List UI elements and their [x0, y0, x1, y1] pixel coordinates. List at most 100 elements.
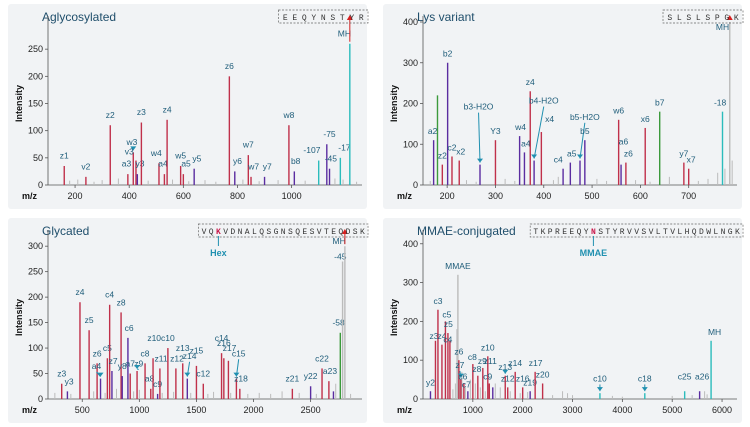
x-tick-label: 600 — [176, 191, 191, 201]
sequence-residue: E — [292, 14, 297, 23]
peak-label: c9 — [153, 379, 162, 389]
x-tick-label: 200 — [68, 191, 83, 201]
sequence-residue: L — [677, 14, 682, 23]
up-arrow-icon — [726, 15, 733, 20]
peak-label: w8 — [282, 110, 294, 120]
sequence-residue: Q — [302, 14, 307, 23]
x-tick-label: 5000 — [662, 405, 682, 415]
sequence-residue: V — [634, 228, 639, 237]
chart-title: Lys variant — [417, 10, 475, 24]
peak-label: -75 — [323, 129, 336, 139]
peak-label: z18 — [234, 374, 248, 384]
sequence-residue: G — [274, 228, 279, 237]
peak-label: -107 — [303, 145, 320, 155]
sequence-residue: S — [330, 14, 335, 23]
y-tick-label: 200 — [403, 316, 418, 326]
sequence-residue: N — [591, 228, 596, 237]
peak-label: z14 — [183, 351, 197, 361]
peak-label: a4 — [158, 159, 168, 169]
panel-background — [8, 4, 367, 209]
y-tick-label: 250 — [28, 267, 43, 277]
arrow-head-icon — [233, 372, 240, 377]
peak-label: c4 — [554, 155, 563, 165]
peak-label: z3 — [137, 107, 146, 117]
peak-label: z19 — [523, 377, 537, 387]
peak-label: c7 — [462, 379, 471, 389]
peak-label: -17 — [338, 142, 351, 152]
spectrum-panel-aglycosylated: Aglycosylated Intensity m/z 0 50 100 150 200 250… — [0, 0, 375, 213]
sequence-residue: L — [713, 228, 718, 237]
x-axis-label: m/z — [22, 405, 38, 415]
y-tick-label: 0 — [38, 394, 43, 404]
sequence-frame — [662, 9, 744, 24]
arrow-head-icon — [134, 364, 141, 369]
peak-label: -45 — [325, 153, 338, 163]
x-tick-label: 1500 — [186, 405, 206, 415]
spectrum-panel-glycated: Glycated Intensity m/z 0 50 100 150 200 250 300 50… — [0, 214, 375, 427]
sequence-residue: D — [230, 228, 235, 237]
peak-label: z5 — [444, 319, 453, 329]
sequence-residue: S — [705, 14, 710, 23]
peak-label: z4 — [437, 331, 446, 341]
y-tick-label: 250 — [28, 44, 43, 54]
peak-label: c5 — [103, 343, 112, 353]
peak-label: a26 — [695, 372, 709, 382]
sequence-residue: D — [346, 228, 351, 237]
y-tick-label: 0 — [413, 180, 418, 190]
peak-label: w7 — [247, 161, 259, 171]
peak-label: z7 — [455, 360, 464, 370]
sequence-residue: K — [734, 14, 739, 23]
chart-title: Aglycosylated — [42, 10, 116, 24]
x-tick-label: 6000 — [712, 405, 732, 415]
peak-label: w4 — [150, 148, 162, 158]
x-tick-label: 700 — [681, 191, 696, 201]
peak-label: c10 — [593, 373, 607, 383]
peak-label: z14 — [508, 358, 522, 368]
y-tick-label: 0 — [413, 394, 418, 404]
sequence-residue: S — [686, 14, 691, 23]
x-axis-label: m/z — [397, 191, 413, 201]
peak-label: a23 — [323, 366, 337, 376]
sequence-residue: Y — [349, 14, 354, 23]
sequence-residue: S — [353, 228, 358, 237]
y-tick-label: 300 — [28, 241, 43, 251]
y-tick-label: 200 — [403, 99, 418, 109]
peak-label: z17 — [223, 343, 237, 353]
sequence-residue: K — [216, 228, 221, 237]
x-tick-label: 500 — [585, 191, 600, 201]
y-tick-label: 100 — [28, 343, 43, 353]
arrow-head-icon — [457, 373, 464, 378]
arrow-head-icon — [531, 154, 538, 159]
x-tick-label: 500 — [75, 405, 90, 415]
y-axis-label: Intensity — [389, 299, 399, 336]
x-tick-label: 2000 — [513, 405, 533, 415]
y-tick-label: 100 — [403, 139, 418, 149]
peak-arrow — [579, 122, 586, 159]
sequence-residue: K — [541, 228, 546, 237]
peak-label: c14 — [215, 333, 229, 343]
sequence-residue: L — [656, 228, 661, 237]
peak-label: x2 — [456, 146, 465, 156]
peak-label: z6 — [93, 348, 102, 358]
peak-label: MH — [333, 236, 346, 246]
peak-label: z5 — [85, 315, 94, 325]
sequence-residue: N — [238, 228, 243, 237]
sequence-residue: A — [245, 228, 250, 237]
x-tick-label: 400 — [536, 191, 551, 201]
peak-label: y6 — [233, 156, 242, 166]
up-arrow-icon — [346, 15, 353, 20]
y-axis-label: Intensity — [389, 85, 399, 122]
peak-label: c3 — [433, 296, 442, 306]
sequence-residue: V — [202, 228, 207, 237]
peak-label: a5 — [181, 159, 191, 169]
y-tick-label: 100 — [403, 355, 418, 365]
sequence-frame — [278, 9, 369, 24]
x-tick-label: 1000 — [129, 405, 149, 415]
arrow-head-icon — [130, 146, 137, 151]
arrow-head-icon — [641, 387, 648, 392]
peak-label: c9 — [483, 372, 492, 382]
sequence-residue: E — [569, 228, 574, 237]
panel-background — [383, 218, 742, 423]
peak-label: z13 — [176, 343, 190, 353]
